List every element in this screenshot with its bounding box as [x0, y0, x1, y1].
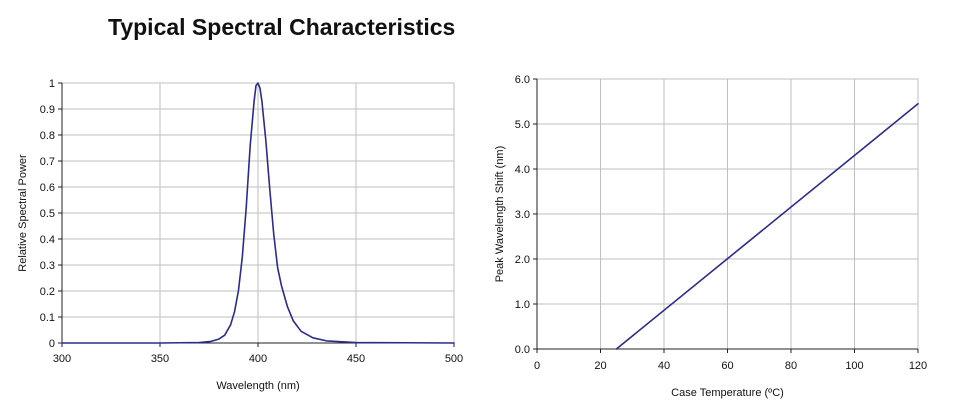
y-tick-label: 4.0 [515, 164, 530, 176]
x-tick-label: 80 [785, 360, 797, 372]
y-axis-label: Peak Wavelength Shift (nm) [494, 146, 506, 283]
y-tick-label: 0.4 [40, 234, 55, 246]
y-tick-label: 0.5 [40, 208, 55, 220]
y-tick-label: 1 [49, 78, 55, 90]
y-tick-label: 0.9 [40, 104, 55, 116]
series-line [61, 82, 455, 344]
x-tick-label: 120 [909, 360, 927, 372]
y-tick-label: 0.0 [515, 344, 530, 356]
y-tick-label: 0.1 [40, 312, 55, 324]
y-tick-label: 3.0 [515, 209, 530, 221]
x-axis-label: Case Temperature (ºC) [671, 387, 784, 399]
page-title: Typical Spectral Characteristics [108, 14, 456, 40]
x-tick-label: 400 [249, 353, 267, 365]
y-tick-label: 2.0 [515, 254, 530, 266]
y-axis-label: Relative Spectral Power [17, 154, 29, 272]
y-tick-label: 0 [49, 338, 55, 350]
y-tick-label: 0.3 [40, 260, 55, 272]
x-tick-label: 300 [53, 353, 71, 365]
x-tick-label: 350 [151, 353, 169, 365]
x-axis-label: Wavelength (nm) [216, 380, 299, 392]
x-tick-label: 0 [534, 360, 540, 372]
x-tick-label: 60 [721, 360, 733, 372]
x-tick-label: 450 [347, 353, 365, 365]
x-tick-label: 100 [845, 360, 863, 372]
y-tick-label: 0.6 [40, 182, 55, 194]
y-tick-label: 6.0 [515, 74, 530, 86]
x-tick-label: 20 [594, 360, 606, 372]
y-tick-label: 0.8 [40, 130, 55, 142]
series-line [615, 103, 919, 350]
y-tick-label: 1.0 [515, 299, 530, 311]
y-tick-label: 5.0 [515, 119, 530, 131]
y-tick-label: 0.2 [40, 286, 55, 298]
y-tick-label: 0.7 [40, 156, 55, 168]
x-tick-label: 40 [658, 360, 670, 372]
x-tick-label: 500 [445, 353, 463, 365]
